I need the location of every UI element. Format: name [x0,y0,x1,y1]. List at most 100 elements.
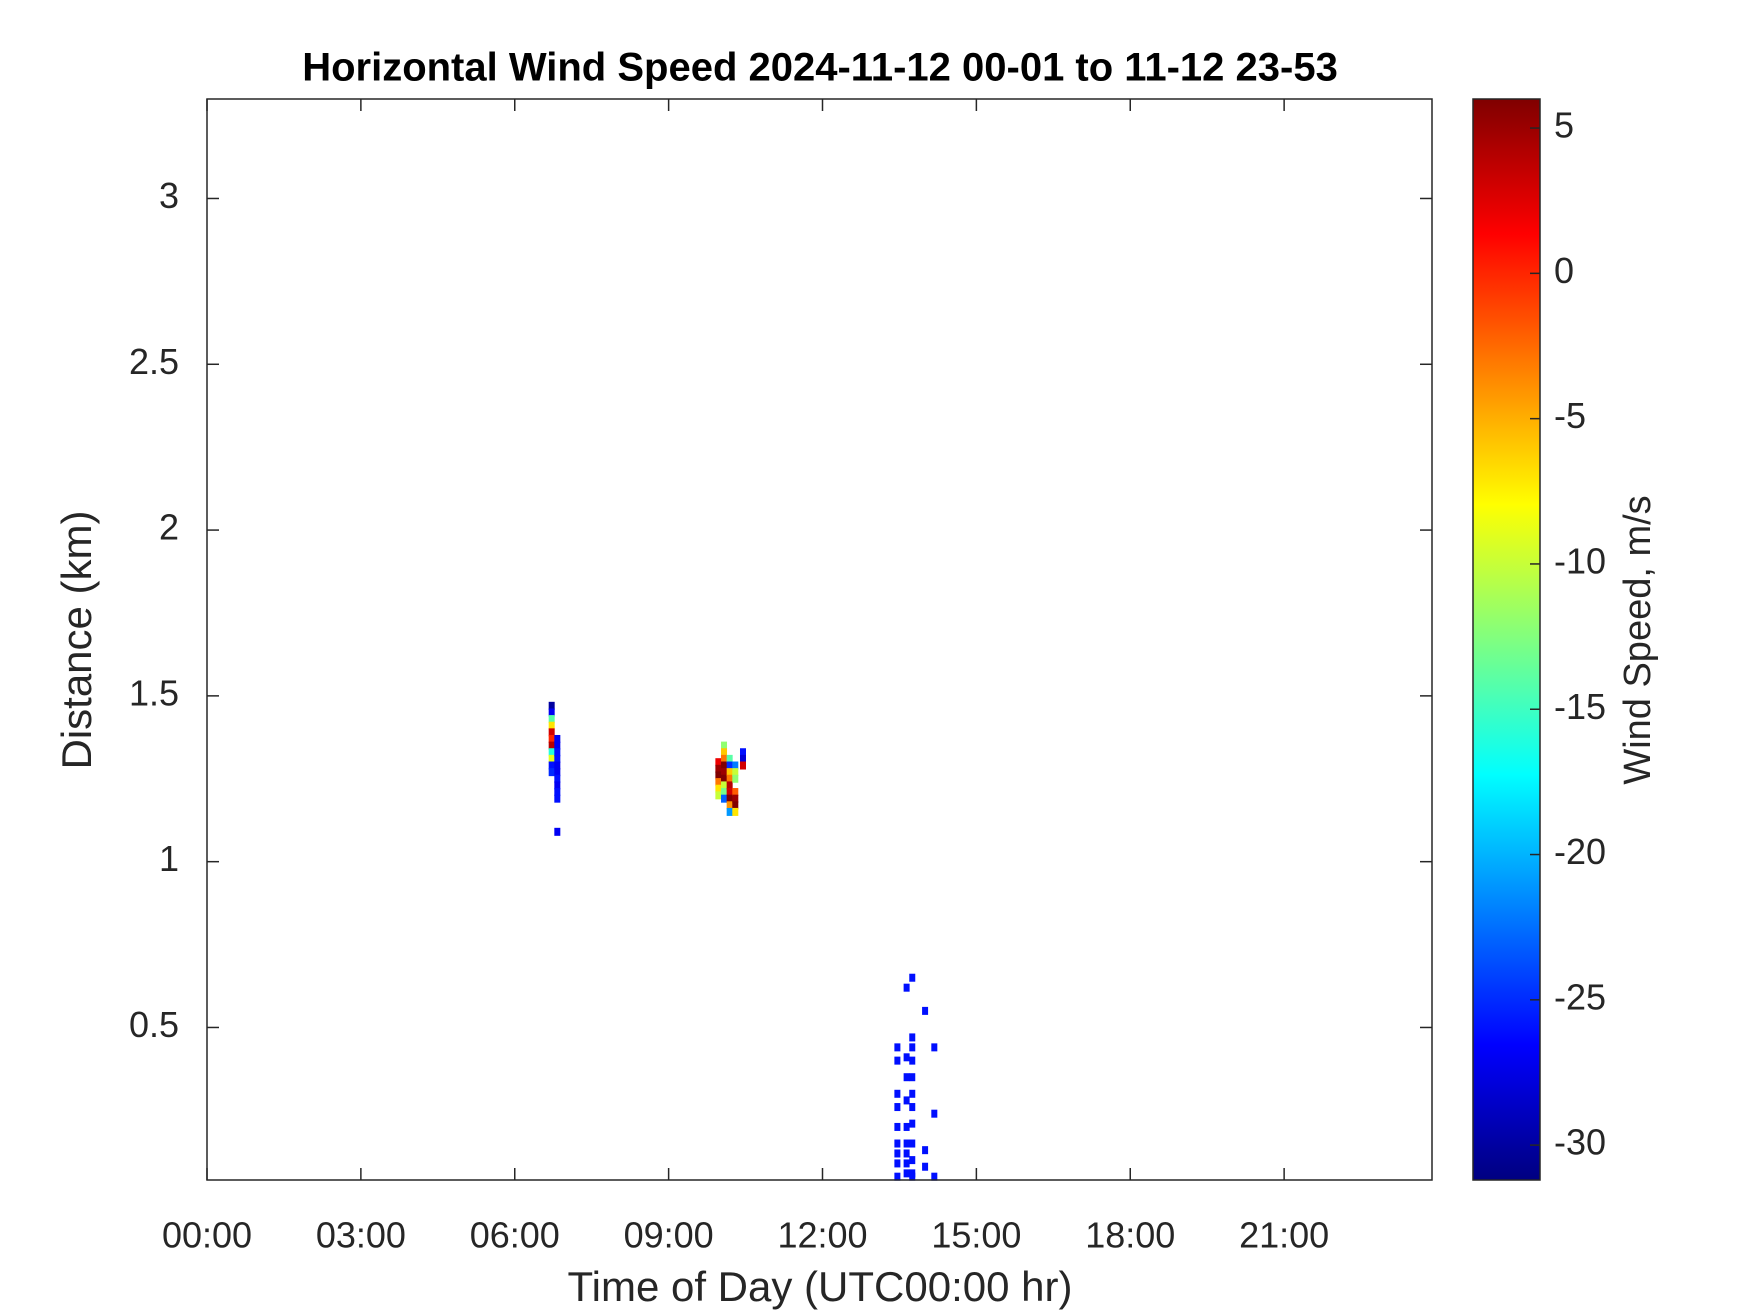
heatmap-cell [903,1169,910,1178]
heatmap-cell [909,1172,916,1181]
heatmap-cell [554,748,561,757]
heatmap-cell [903,1122,910,1131]
heatmap-cell [721,788,728,797]
heatmap-cell [721,794,728,803]
y-tick-label: 3 [159,175,179,216]
heatmap-cell [726,754,733,763]
heatmap-cell [548,768,555,777]
x-tick-label: 06:00 [470,1215,560,1256]
heatmap-cell [715,784,722,793]
heatmap-cell [732,761,739,770]
heatmap-cell [726,801,733,810]
heatmap-cell [931,1109,938,1118]
x-axis-label: Time of Day (UTC00:00 hr) [568,1263,1073,1310]
heatmap-cell [548,741,555,750]
heatmap-cell [739,754,746,763]
heatmap-cell [715,758,722,767]
y-tick-label: 1 [159,838,179,879]
heatmap-cell [548,708,555,717]
heatmap-cell [739,761,746,770]
colorbar-tick-label: -30 [1554,1122,1606,1163]
heatmap-cell [909,973,916,982]
heatmap-cell [721,748,728,757]
colorbar-tick-label: 0 [1554,250,1574,291]
heatmap-cell [548,721,555,730]
colorbar-label: Wind Speed, m/s [1617,495,1659,784]
heatmap-cell [548,715,555,724]
heatmap-cell [721,741,728,750]
heatmap-cell [739,748,746,757]
heatmap-cell [909,1033,916,1042]
heatmap-cell [732,801,739,810]
heatmap-cell [721,754,728,763]
heatmap-cell [554,781,561,790]
y-tick-label: 1.5 [129,672,179,713]
heatmap-cell [903,983,910,992]
heatmap-cell [548,761,555,770]
heatmap-cell [721,768,728,777]
y-axis-label: Distance (km) [53,510,100,769]
heatmap-cell [894,1159,901,1168]
heatmap-cell [726,774,733,783]
heatmap-cell [894,1139,901,1148]
heatmap-cell [548,734,555,743]
y-tick-label: 0.5 [129,1004,179,1045]
heatmap-cell [894,1043,901,1052]
heatmap-cell [894,1056,901,1065]
heatmap-cell [726,781,733,790]
heatmap-cell [909,1073,916,1082]
heatmap-cell [548,754,555,763]
heatmap-cell [894,1172,901,1181]
heatmap-cell [894,1089,901,1098]
colorbar [1472,98,1541,1181]
chart-title: Horizontal Wind Speed 2024-11-12 00-01 t… [302,46,1338,90]
heatmap-cell [554,768,561,777]
heatmap-cell [903,1139,910,1148]
x-tick-label: 12:00 [777,1215,867,1256]
y-tick-label: 2.5 [129,341,179,382]
heatmap-cell [903,1053,910,1062]
heatmap-cell [922,1162,929,1171]
heatmap-cell [732,788,739,797]
heatmap-cell [554,794,561,803]
heatmap-cell [909,1056,916,1065]
heatmap-cell [732,768,739,777]
heatmap-cell [903,1159,910,1168]
heatmap-cell [931,1043,938,1052]
heatmap-cell [721,774,728,783]
heatmap-cell [721,761,728,770]
heatmap-cell [548,701,555,710]
heatmap-cell [909,1139,916,1148]
heatmap-cell [715,778,722,787]
x-tick-label: 15:00 [931,1215,1021,1256]
heatmap-cell [715,791,722,800]
heatmap-cell [726,768,733,777]
heatmap-cell [554,741,561,750]
heatmap-cell [903,1149,910,1158]
heatmap-cell [554,734,561,743]
heatmap-cell [894,1103,901,1112]
heatmap-cell [554,827,561,836]
x-tick-label: 00:00 [162,1215,252,1256]
colorbar-tick-label: -15 [1554,686,1606,727]
heatmap-cell [715,764,722,773]
heatmap-cell [554,774,561,783]
heatmap-cell [732,807,739,816]
heatmap-cell [721,781,728,790]
heatmap-cell [909,1156,916,1165]
heatmap-cell [909,1103,916,1112]
x-tick-label: 18:00 [1085,1215,1175,1256]
x-tick-label: 03:00 [316,1215,406,1256]
plot-frame [206,98,1433,1181]
heatmap-cell [548,728,555,737]
heatmap-cell [909,1119,916,1128]
heatmap-cell [732,794,739,803]
heatmap-cell [726,788,733,797]
heatmap-cell [554,788,561,797]
heatmap-cell [931,1172,938,1181]
heatmap-cell [726,761,733,770]
heatmap-cell [894,1149,901,1158]
y-tick-label: 2 [159,507,179,548]
